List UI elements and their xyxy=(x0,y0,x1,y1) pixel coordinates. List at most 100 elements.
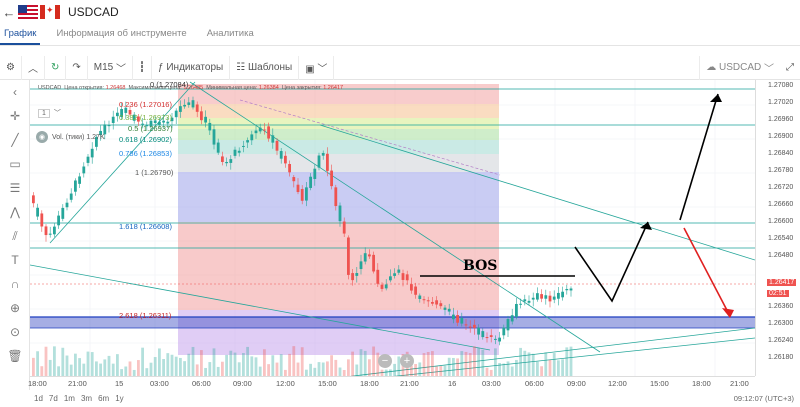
fibonacci-icon[interactable]: ☰ xyxy=(9,181,21,195)
refresh-icon[interactable]: ↻ xyxy=(45,55,67,80)
lock-icon[interactable]: ⊙ xyxy=(9,325,21,339)
volume-bar xyxy=(174,356,178,376)
fullscreen-icon[interactable]: ⤢ xyxy=(786,62,794,73)
fib-level-0786: 0.786 (1.26853) xyxy=(119,149,172,158)
volume-bar xyxy=(489,369,493,376)
candle-body xyxy=(510,315,514,322)
volume-bar xyxy=(40,366,44,376)
volume-bar xyxy=(78,358,81,376)
candlesticks xyxy=(32,96,573,346)
time-axis[interactable]: 18:00 21:00 15 03:00 06:00 09:00 12:00 1… xyxy=(28,376,755,390)
projection-arrows xyxy=(640,94,722,230)
candle-body xyxy=(460,317,464,324)
collapse-left-icon[interactable]: ‹ xyxy=(13,85,17,99)
symbol-select[interactable]: ☁ USDCAD ﹀ xyxy=(699,55,780,80)
fib-level-05: 0.5 (1.26937) xyxy=(128,124,173,133)
candle-body xyxy=(69,193,73,200)
volume-bar xyxy=(321,362,325,376)
camera-screenshot-icon[interactable]: ▣ ﹀ xyxy=(299,55,335,80)
ohlc-symbol: USDCAD xyxy=(38,85,62,91)
redo-icon[interactable]: ↷ xyxy=(66,55,88,80)
time-tick: 16 xyxy=(448,379,457,388)
chart-type-candles-icon[interactable]: ┇ xyxy=(133,55,153,80)
price-tick: 1.26660 xyxy=(768,201,794,208)
volume-bar xyxy=(330,355,333,376)
pattern-icon[interactable]: ⋀ xyxy=(10,205,20,219)
volume-bar xyxy=(468,353,472,376)
magnet-icon[interactable]: ∩ xyxy=(10,277,20,291)
candle-body xyxy=(271,135,275,143)
volume-bar xyxy=(86,351,90,376)
time-tick: 18:00 xyxy=(28,379,47,388)
period-1y[interactable]: 1y xyxy=(115,394,124,403)
trend-line-icon[interactable]: ╱ xyxy=(11,133,19,147)
templates-button[interactable]: ☷ Шаблоны xyxy=(230,55,300,80)
indicators-button[interactable]: ƒ Индикаторы xyxy=(152,55,231,80)
volume-bar xyxy=(368,359,371,376)
volume-bar xyxy=(288,353,291,376)
text-tool-icon[interactable]: T xyxy=(11,253,19,267)
volume-bar xyxy=(57,366,60,376)
rectangle-icon[interactable]: ▭ xyxy=(9,157,21,171)
candle-body xyxy=(359,261,363,270)
volume-bar xyxy=(48,359,52,376)
ohlc-low-label: Минимальная цена: xyxy=(206,85,258,91)
price-tick: 1.27020 xyxy=(768,99,794,106)
time-tick: 18:00 xyxy=(692,379,711,388)
volume-bar xyxy=(561,359,564,376)
candle-body xyxy=(552,296,556,300)
volume-bar xyxy=(221,361,224,376)
candle-body xyxy=(65,202,69,208)
tab-instrument-info[interactable]: Информация об инструменте xyxy=(56,28,187,39)
current-price-tag: 1.26417 xyxy=(767,279,797,286)
trash-icon[interactable]: 🗑 xyxy=(7,349,23,363)
volume-bar xyxy=(300,347,304,376)
candle-body xyxy=(162,120,165,123)
channel-icon[interactable]: ⫽ xyxy=(12,228,18,243)
price-chart[interactable] xyxy=(30,80,755,376)
volume-bar xyxy=(443,365,447,376)
bearish-projection xyxy=(683,227,731,317)
volume-bar xyxy=(137,360,140,376)
candle-body xyxy=(145,124,149,127)
candle-body xyxy=(447,308,451,312)
period-3m[interactable]: 3m xyxy=(80,394,93,403)
zoom-icon[interactable]: ⊕ xyxy=(9,301,21,315)
chart-toolbar: ⚙ ︿ ↻ ↷ M15 ﹀ ┇ ƒ Индикаторы ☷ Шаблоны ▣… xyxy=(0,55,800,80)
collapse-chevron-icon[interactable]: ︿ xyxy=(22,55,45,80)
price-tick: 1.26720 xyxy=(768,184,794,191)
canada-flag-icon xyxy=(40,5,60,19)
candle-body xyxy=(380,284,384,289)
candle-body xyxy=(569,288,573,291)
candle-body xyxy=(435,300,438,305)
volume-bar xyxy=(61,347,65,376)
period-6m[interactable]: 6m xyxy=(98,394,110,403)
volume-indicator[interactable]: ◉ Vol. (тики) 1.27K xyxy=(36,131,105,143)
legend-box[interactable]: 1 ﹀ xyxy=(38,108,61,118)
period-1d[interactable]: 1d xyxy=(34,394,43,403)
period-7d[interactable]: 7d xyxy=(48,394,58,403)
period-1m[interactable]: 1m xyxy=(63,394,75,403)
candle-body xyxy=(132,114,136,121)
settings-gear-icon[interactable]: ⚙ xyxy=(0,55,22,80)
ohlc-readout: USDCAD Цена открытия: 1.26468 Максимальн… xyxy=(38,85,343,91)
zoom-in-button[interactable]: + xyxy=(400,354,414,368)
crosshair-icon[interactable]: ✛ xyxy=(9,109,21,123)
candle-body xyxy=(141,123,144,125)
tab-chart[interactable]: График xyxy=(0,24,41,45)
price-axis[interactable]: 1.27080 1.27020 1.26960 1.26900 1.26840 … xyxy=(755,80,800,376)
candle-body xyxy=(221,156,224,162)
candle-body xyxy=(494,338,497,340)
arrow-left-icon[interactable]: ← xyxy=(2,4,16,20)
candle-body xyxy=(78,176,81,184)
support-zone xyxy=(30,317,755,328)
candle-body xyxy=(40,213,44,227)
zoom-out-button[interactable]: − xyxy=(378,354,392,368)
volume-bar xyxy=(263,349,266,376)
timeframe-select[interactable]: M15 ﹀ xyxy=(88,55,133,80)
us-flag-icon xyxy=(18,5,38,19)
candle-body xyxy=(116,112,119,117)
candle-body xyxy=(137,116,140,122)
tab-analytics[interactable]: Аналитика xyxy=(206,28,254,39)
volume-bar xyxy=(237,362,241,376)
